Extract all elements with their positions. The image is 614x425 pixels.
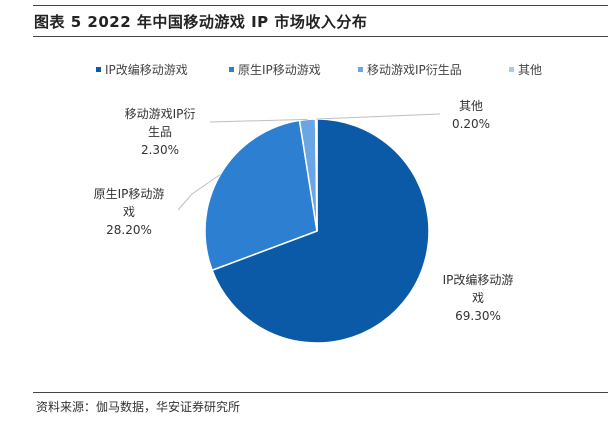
chart-title: 图表 5 2022 年中国移动游戏 IP 市场收入分布: [34, 13, 368, 31]
data-label-2-line-1: 生品: [148, 125, 172, 139]
data-label-0-line-1: 戏: [472, 291, 484, 305]
pie-slice-1: [204, 119, 318, 272]
leader-line-1: [177, 174, 221, 211]
leader-line-2: [209, 118, 308, 123]
legend-label-3: 其他: [518, 63, 542, 77]
data-label-2-line-0: 移动游戏IP衍: [125, 107, 196, 121]
legend-label-0: IP改编移动游戏: [105, 62, 188, 77]
legend-swatch-3: [509, 67, 514, 72]
data-label-0-line-2: 69.30%: [455, 309, 501, 323]
data-label-1-line-0: 原生IP移动游: [94, 187, 165, 201]
data-label-1: 原生IP移动游戏 28.20%: [94, 187, 165, 237]
data-label-3-line-1: 0.20%: [452, 117, 490, 131]
data-label-1-line-2: 28.20%: [106, 223, 152, 237]
legend-swatch-1: [229, 67, 234, 72]
data-label-2-line-2: 2.30%: [141, 143, 179, 157]
data-label-2: 移动游戏IP衍生品 2.30%: [125, 107, 196, 157]
title-rule-bottom: [33, 36, 608, 37]
pie-slice-0: [211, 118, 430, 344]
data-label-3-line-0: 其他: [459, 99, 483, 113]
source-note: 资料来源：伽马数据，华安证券研究所: [36, 400, 241, 414]
legend-swatch-0: [96, 67, 101, 72]
data-label-0-line-0: IP改编移动游: [443, 272, 514, 287]
data-label-0: IP改编移动游戏 69.30%: [443, 272, 514, 323]
legend-swatch-2: [358, 67, 363, 72]
leader-line-3: [316, 113, 441, 120]
data-label-1-line-1: 戏: [123, 205, 135, 219]
legend-label-2: 移动游戏IP衍生品: [367, 63, 462, 77]
data-label-3: 其他 0.20%: [452, 99, 490, 131]
legend-label-1: 原生IP移动游戏: [238, 63, 321, 77]
title-rule-top: [33, 5, 608, 6]
source-rule: [33, 392, 608, 393]
